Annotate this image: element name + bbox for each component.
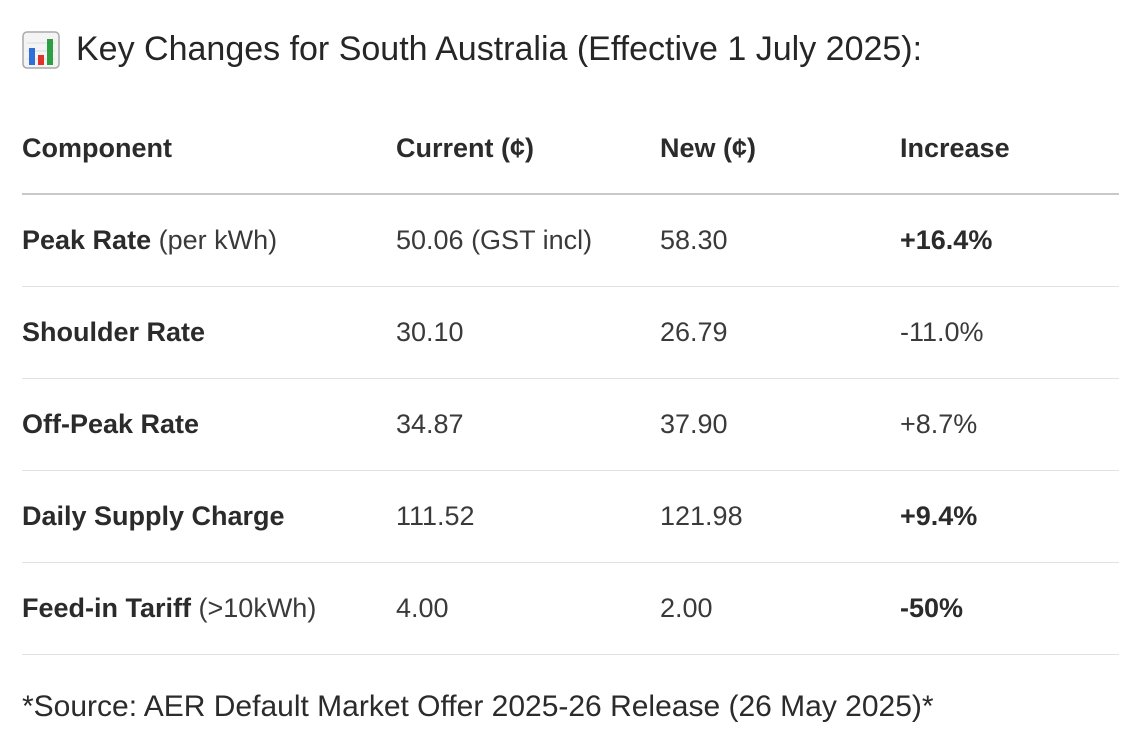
component-unit: (per kWh) [158, 225, 278, 255]
cell-increase: +16.4% [900, 194, 1119, 287]
cell-new: 2.00 [660, 562, 900, 655]
column-header-increase: Increase [900, 104, 1119, 195]
cell-increase: +8.7% [900, 378, 1119, 471]
cell-increase: +9.4% [900, 470, 1119, 563]
table-row: Peak Rate (per kWh) 50.06 (GST incl) 58.30… [22, 194, 1119, 287]
component-name: Shoulder Rate [22, 317, 206, 347]
component-name: Off-Peak Rate [22, 409, 200, 439]
source-note: *Source: AER Default Market Offer 2025-2… [22, 690, 934, 723]
component-name: Daily Supply Charge [22, 501, 285, 531]
cell-component: Feed-in Tariff (>10kWh) [22, 562, 396, 655]
table-row: Daily Supply Charge 111.52 121.98 +9.4% [22, 470, 1119, 563]
component-name: Peak Rate [22, 225, 152, 255]
section-heading: Key Changes for South Australia (Effecti… [22, 26, 922, 72]
column-header-new: New (¢) [660, 104, 900, 195]
cell-increase: -11.0% [900, 286, 1119, 379]
component-name: Feed-in Tariff [22, 593, 192, 623]
cell-current: 34.87 [396, 378, 660, 471]
cell-new: 37.90 [660, 378, 900, 471]
cell-current: 111.52 [396, 470, 660, 563]
cell-component: Off-Peak Rate [22, 378, 396, 471]
page-title: Key Changes for South Australia (Effecti… [76, 29, 923, 68]
cell-new: 58.30 [660, 194, 900, 287]
table-body: Peak Rate (per kWh) 50.06 (GST incl) 58.30… [22, 194, 1119, 655]
bar-chart-icon [22, 31, 60, 69]
column-header-component: Component [22, 104, 396, 195]
table-row: Feed-in Tariff (>10kWh) 4.00 2.00 -50% [22, 562, 1119, 655]
cell-new: 26.79 [660, 286, 900, 379]
cell-component: Peak Rate (per kWh) [22, 194, 396, 287]
cell-component: Daily Supply Charge [22, 470, 396, 563]
table-row: Off-Peak Rate 34.87 37.90 +8.7% [22, 378, 1119, 471]
column-header-current: Current (¢) [396, 104, 660, 195]
table-header-row: Component Current (¢) New (¢) Increase [22, 104, 1119, 195]
cell-current: 30.10 [396, 286, 660, 379]
rate-changes-table: Component Current (¢) New (¢) Increase P… [22, 104, 1119, 655]
cell-increase: -50% [900, 562, 1119, 655]
cell-new: 121.98 [660, 470, 900, 563]
cell-current: 4.00 [396, 562, 660, 655]
cell-current: 50.06 (GST incl) [396, 194, 660, 287]
table-row: Shoulder Rate 30.10 26.79 -11.0% [22, 286, 1119, 379]
component-unit: (>10kWh) [198, 593, 317, 623]
cell-component: Shoulder Rate [22, 286, 396, 379]
